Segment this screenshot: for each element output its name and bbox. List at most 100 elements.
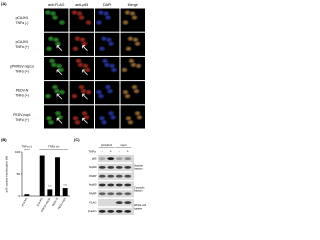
cell [108,63,116,69]
panel-label: (A) [1,1,7,6]
x-tick-label: pCAJH1 [36,197,44,207]
blot-strip [98,155,132,163]
x-tick-label: PEDV-nsp1 [58,197,67,210]
cell [44,93,52,99]
band [124,183,132,187]
row-label: TNFα (+) [15,69,29,73]
row-label: pCAJH1 [16,40,29,44]
bar [24,194,30,196]
band [124,201,132,205]
cell [125,115,132,121]
micrograph [95,56,120,81]
cell [129,10,136,17]
band [98,192,106,196]
band [115,192,123,196]
band [124,174,132,178]
arrow [82,117,88,124]
arrow [82,93,88,100]
cell [78,14,85,21]
x-tick-label: pCAJH1 [21,197,29,207]
cell [85,19,92,26]
fraction-label: fraction [134,189,143,193]
x-tick-label: PRRSV-nsp1α [41,197,52,213]
blot-label: hsp90 [89,165,97,169]
cell [124,9,131,16]
blot-label: β-actin [88,209,97,213]
arrow [82,69,88,76]
arrow [56,117,63,124]
cell [127,119,134,125]
fraction-label: Whole cell [134,203,146,207]
cell [51,14,59,21]
bar [39,155,45,196]
arrow [56,69,63,76]
y-tick-label: 100 [15,150,20,154]
band [107,157,115,161]
blot-strip [98,207,132,215]
cell [85,89,92,95]
cell [124,93,131,99]
cell [58,19,66,26]
cell [100,36,108,42]
significance: *** [48,185,52,189]
y-tick-label: 50 [17,172,21,176]
cell [47,36,55,42]
cell [97,93,105,99]
cell [80,88,87,94]
band [115,157,123,161]
cell [134,110,141,116]
cell [107,110,115,116]
bar [62,188,68,196]
row-label: TNFα (+) [15,45,29,49]
cell [106,88,114,94]
band [115,201,123,205]
cell [122,89,129,95]
row-label: PEDV-nsp1 [13,113,31,117]
cell [105,37,113,43]
row-label: PEDV-N [16,89,29,93]
panel-label: (B) [1,137,7,142]
blot-label: p65 [92,156,97,160]
micrograph [44,56,69,81]
cell [57,67,65,73]
micrograph [69,56,94,81]
column-header: anti-p65 [75,3,88,7]
column-header: DAPI [103,3,111,7]
cell [77,62,84,68]
cell [53,88,61,94]
cell [95,89,103,95]
cell [132,37,139,43]
cell [97,9,105,16]
band [115,183,123,187]
cell [98,115,106,121]
cell [122,19,129,26]
band [107,166,115,169]
arrow [56,93,63,100]
cell [101,58,109,64]
row-label: TNFα (+) [15,118,29,122]
y-axis-title: p65 nuclear translocation (%) [5,156,9,192]
band [98,157,106,161]
figure: (A) (B) (C) anti-FLAG anti-p65 DAPI Merge pC… [1,1,146,215]
y-tick-label: 0 [18,194,20,198]
cell [45,46,53,52]
treatment-label: TNFα [88,149,96,153]
cell [44,9,52,16]
cell [54,41,62,47]
cell [136,114,143,120]
micrograph [120,56,145,81]
fraction-label: Cytosolic [134,185,145,189]
bar [47,189,53,196]
cell [107,41,115,47]
cell [81,110,88,116]
blot-strip [98,181,132,189]
cell [134,41,141,47]
cell [48,58,56,64]
band [98,166,106,169]
band [115,166,123,169]
fraction-label: lysates [134,206,143,210]
blot-strip [98,163,132,171]
cell [71,93,78,99]
cell [75,58,82,64]
blot-strip [98,190,132,198]
